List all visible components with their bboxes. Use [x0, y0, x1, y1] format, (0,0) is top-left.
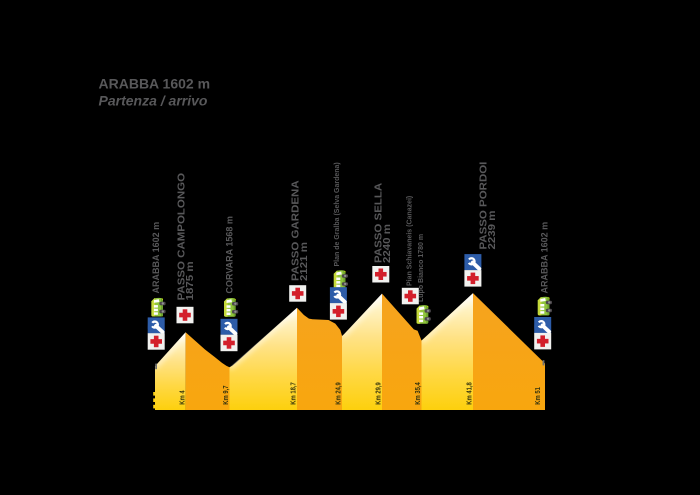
svg-text:2121 m: 2121 m [299, 242, 310, 281]
svg-text:Lupo Bianco 1780 m: Lupo Bianco 1780 m [418, 234, 425, 302]
svg-text:PASSO SELLA: PASSO SELLA [373, 183, 384, 263]
svg-text:CORVARA 1568 m: CORVARA 1568 m [224, 216, 234, 293]
svg-text:ARABBA 1602 m: ARABBA 1602 m [540, 222, 550, 294]
svg-text:Km 24,9: Km 24,9 [335, 382, 343, 405]
svg-text:ARABBA 1602 m: ARABBA 1602 m [99, 75, 211, 91]
svg-text:Pian Schiavaneis (Canazei): Pian Schiavaneis (Canazei) [406, 196, 413, 286]
svg-text:2239 m: 2239 m [487, 211, 498, 250]
svg-text:Partenza / arrivo: Partenza / arrivo [99, 92, 208, 108]
svg-text:Km 51: Km 51 [534, 387, 542, 405]
svg-text:PASSO PORDOI: PASSO PORDOI [478, 162, 489, 250]
svg-text:Km 35,4: Km 35,4 [415, 382, 423, 405]
svg-text:PASSO GARDENA: PASSO GARDENA [290, 180, 301, 281]
svg-text:ARABBA 1602 m: ARABBA 1602 m [151, 222, 161, 294]
svg-text:2240 m: 2240 m [381, 224, 392, 263]
svg-text:Km 4: Km 4 [179, 390, 187, 405]
svg-text:Km 18,7: Km 18,7 [290, 382, 298, 405]
svg-text:PASSO CAMPOLONGO: PASSO CAMPOLONGO [176, 173, 187, 300]
svg-text:Plan de Gralba (Selva Gardena): Plan de Gralba (Selva Gardena) [334, 162, 341, 266]
svg-text:Km 29,9: Km 29,9 [375, 382, 383, 405]
svg-text:1875 m: 1875 m [184, 261, 195, 300]
svg-text:Km 41,8: Km 41,8 [466, 382, 474, 405]
svg-text:Km 9,7: Km 9,7 [223, 385, 231, 404]
